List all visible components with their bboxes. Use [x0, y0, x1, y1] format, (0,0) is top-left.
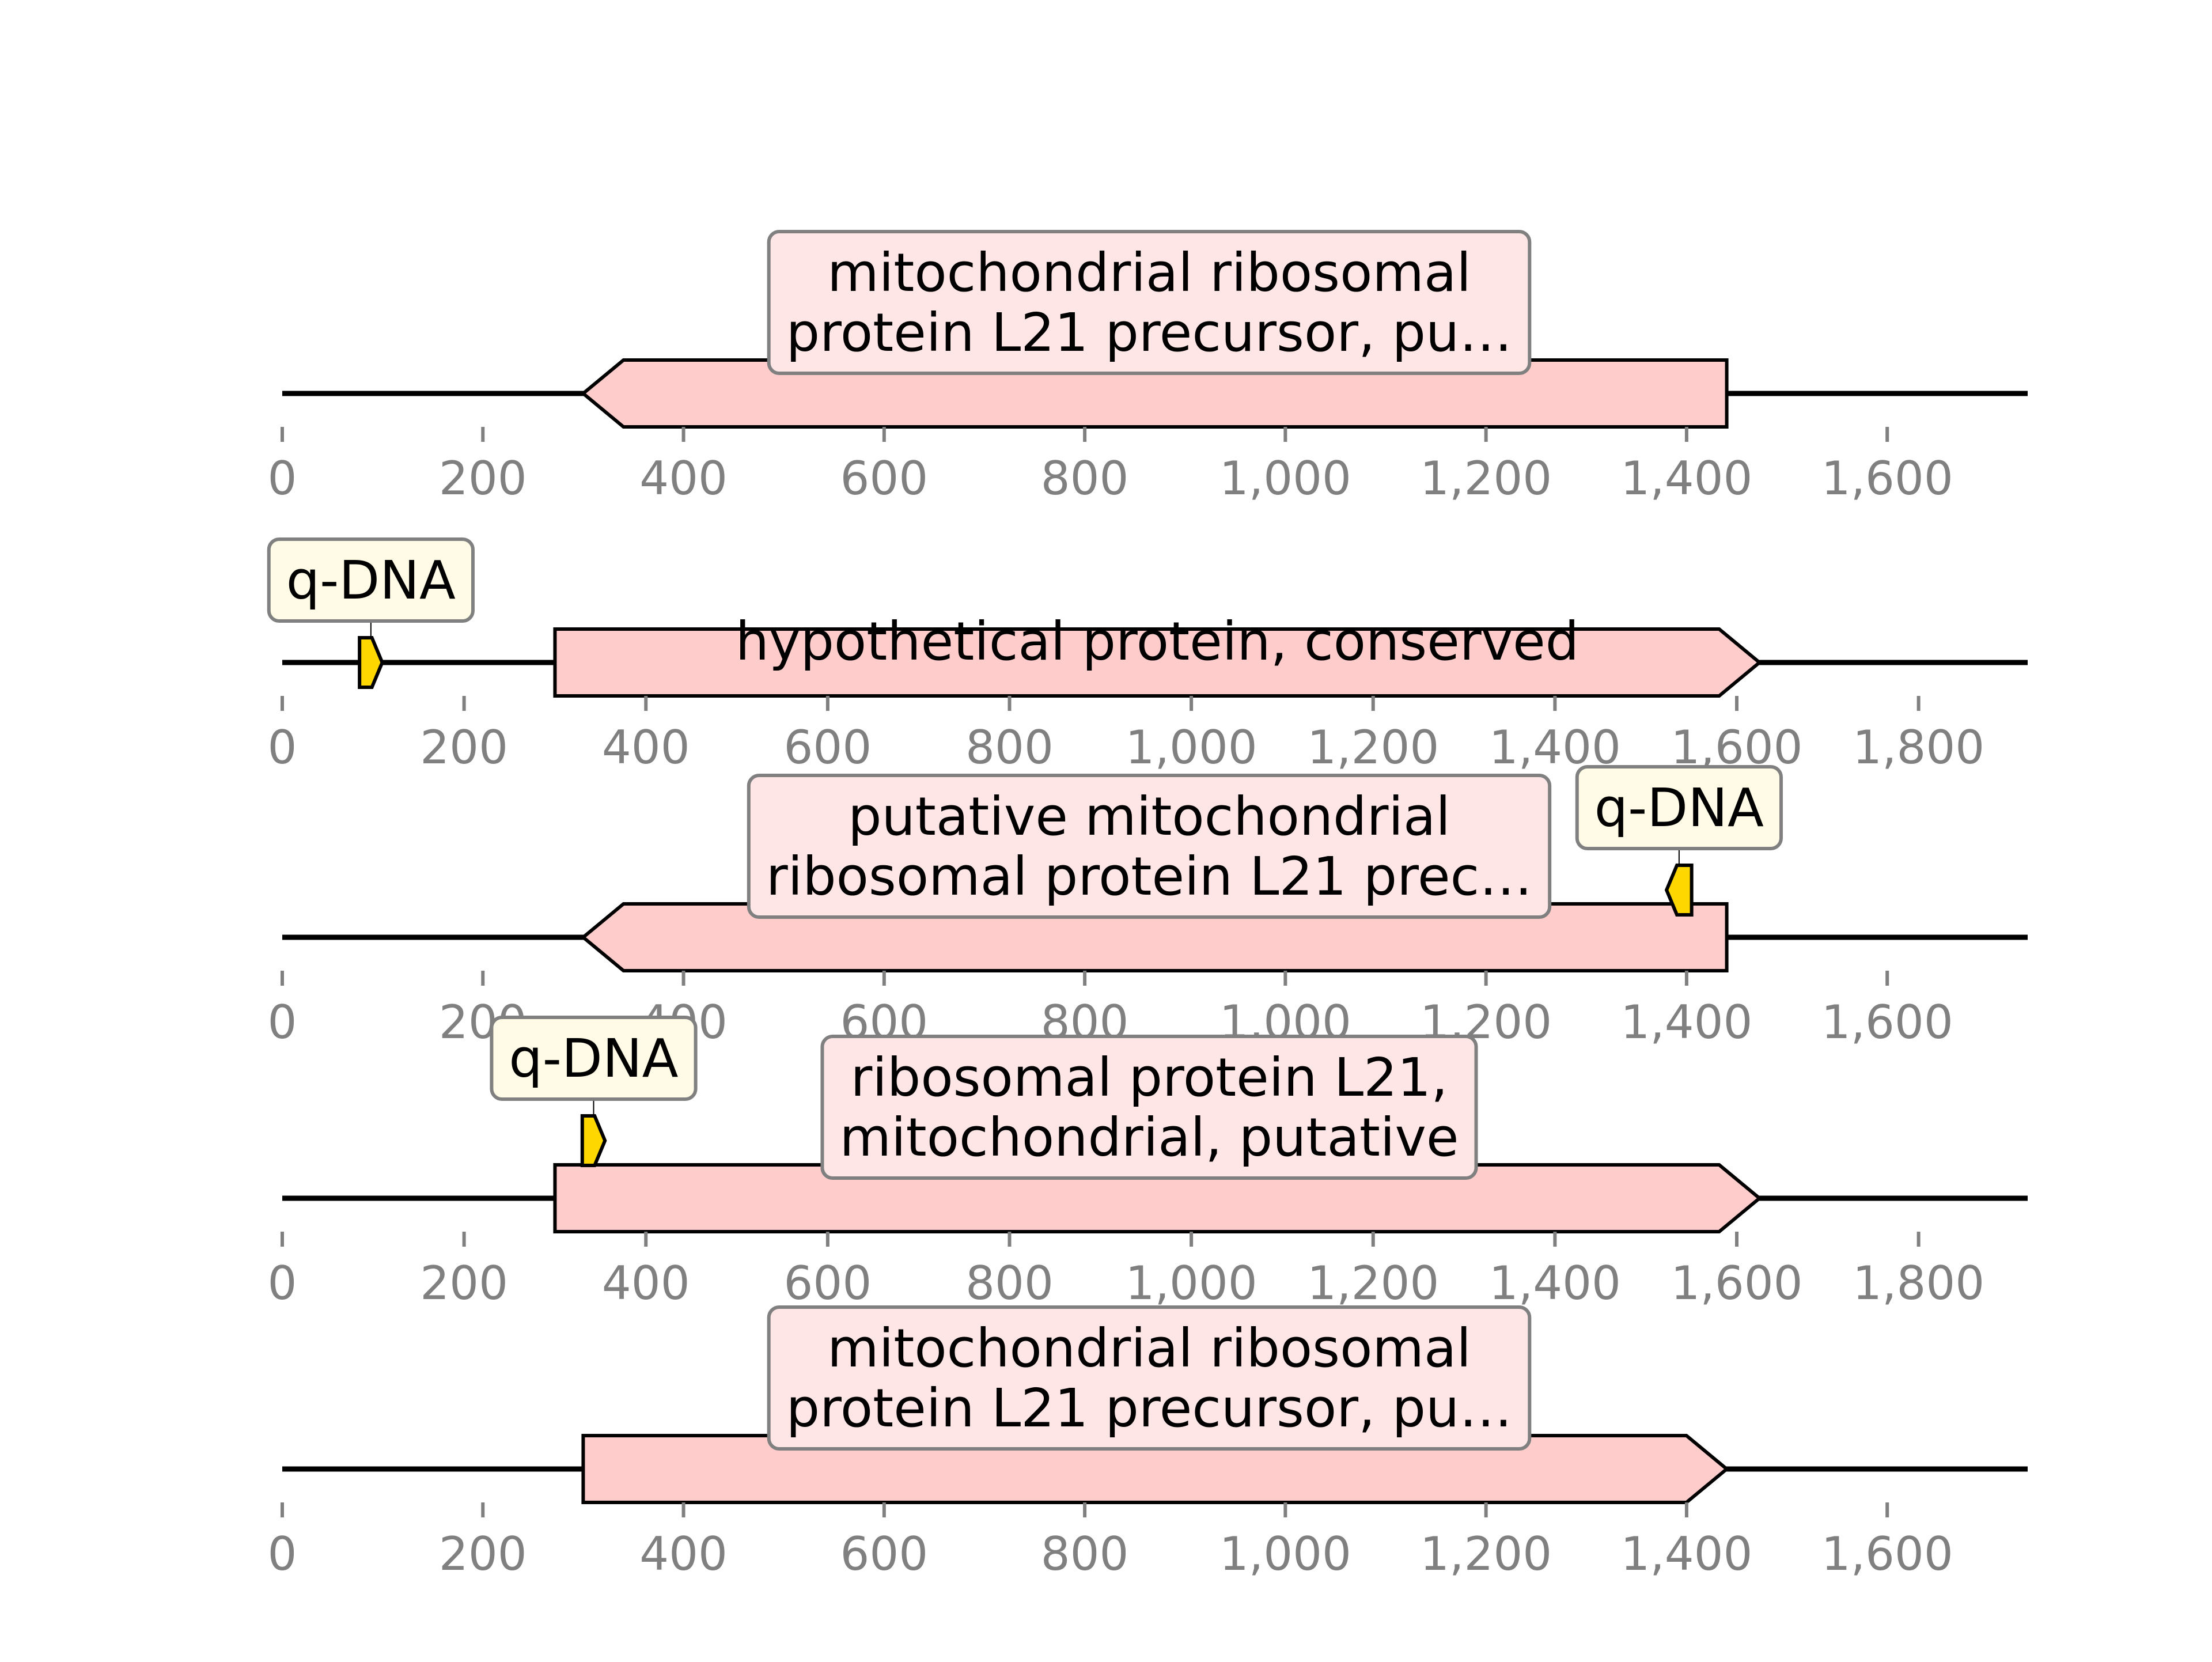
- tick-label: 600: [784, 721, 872, 774]
- tick-label: 0: [268, 1527, 297, 1581]
- gene-label-text: mitochondrial, putative: [839, 1107, 1459, 1168]
- gene-label-text: protein L21 precursor, pu…: [786, 302, 1513, 364]
- tick-label: 400: [602, 721, 690, 774]
- tick-label: 800: [965, 1256, 1054, 1310]
- tick-label: 800: [1041, 1527, 1129, 1581]
- gene-label: hypothetical protein, conserved: [736, 611, 1579, 672]
- q-dna-label: q-DNA: [269, 539, 473, 621]
- gene-label-text: mitochondrial ribosomal: [827, 1318, 1471, 1379]
- tick-label: 1,200: [1307, 721, 1439, 774]
- tick-label: 200: [420, 1256, 508, 1310]
- track-3: 02004006008001,0001,2001,4001,600q-DNApu…: [268, 767, 2028, 1049]
- tick-label: 1,800: [1853, 1256, 1984, 1310]
- tick-label: 600: [840, 1527, 928, 1581]
- gene-label-text: putative mitochondrial: [848, 786, 1450, 847]
- q-dna-label-text: q-DNA: [509, 1028, 678, 1089]
- gene-label-text: protein L21 precursor, pu…: [786, 1377, 1513, 1439]
- q-dna-label-text: q-DNA: [286, 550, 456, 611]
- tick-label: 1,400: [1620, 995, 1752, 1049]
- tick-label: 1,400: [1489, 1256, 1621, 1310]
- tick-label: 1,200: [1420, 1527, 1552, 1581]
- tick-label: 1,200: [1420, 452, 1552, 505]
- q-dna-feature: [582, 1116, 605, 1165]
- tick-label: 1,600: [1671, 1256, 1802, 1310]
- tick-label: 1,400: [1620, 1527, 1752, 1581]
- tick-label: 1,000: [1126, 721, 1257, 774]
- tick-label: 1,600: [1821, 995, 1953, 1049]
- tick-label: 1,600: [1821, 452, 1953, 505]
- tick-label: 1,000: [1219, 452, 1351, 505]
- tick-label: 0: [268, 721, 297, 774]
- tick-label: 400: [602, 1256, 690, 1310]
- tick-label: 0: [268, 995, 297, 1049]
- tick-label: 1,000: [1126, 1256, 1257, 1310]
- q-dna-label: q-DNA: [1577, 767, 1781, 849]
- tick-label: 1,000: [1219, 1527, 1351, 1581]
- q-dna-feature: [359, 638, 382, 687]
- tick-label: 1,800: [1853, 721, 1984, 774]
- gene-label-text: ribosomal protein L21,: [851, 1047, 1448, 1108]
- tick-label: 0: [268, 452, 297, 505]
- tick-label: 600: [840, 452, 928, 505]
- tick-label: 1,400: [1620, 452, 1752, 505]
- tick-label: 200: [420, 721, 508, 774]
- q-dna-label-text: q-DNA: [1594, 777, 1764, 839]
- tick-label: 0: [268, 1256, 297, 1310]
- tick-label: 1,200: [1307, 1256, 1439, 1310]
- track-2: 0 200 400 600 800 1,000 1,200 1,400 1,600 1,800q-…: [268, 539, 2028, 774]
- track-1: 0 200 400 600 800 1,000 1,200 1,400 1,600 mitocho…: [268, 232, 2028, 505]
- tick-label: 1,600: [1821, 1527, 1953, 1581]
- tick-label: 800: [965, 721, 1054, 774]
- tick-label: 200: [439, 1527, 527, 1581]
- tick-label: 600: [784, 1256, 872, 1310]
- tick-label: 400: [639, 452, 728, 505]
- tick-label: 200: [439, 452, 527, 505]
- tick-label: 800: [1041, 452, 1129, 505]
- gene-label-text: ribosomal protein L21 prec…: [766, 846, 1532, 907]
- q-dna-label: q-DNA: [491, 1017, 695, 1099]
- gene-label-text: mitochondrial ribosomal: [827, 242, 1471, 304]
- gene-label-text: hypothetical protein, conserved: [736, 611, 1579, 672]
- gene-label: ribosomal protein L21,mitochondrial, put…: [822, 1036, 1476, 1178]
- track-5: 0 200 400 600 800 1,000 1,200 1,400 1,600 mitocho…: [268, 1307, 2028, 1581]
- track-4: 0 200 400 600 800 1,000 1,200 1,400 1,600 1,800 q-…: [268, 1017, 2028, 1310]
- tick-label: 400: [639, 1527, 728, 1581]
